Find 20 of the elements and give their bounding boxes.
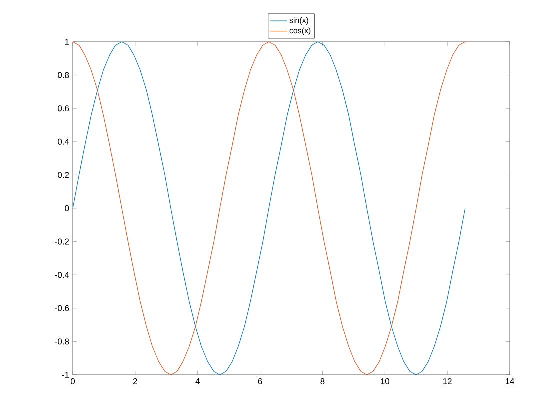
x-tick-label: 12 [444,378,452,384]
y-tick-label: 0.2 [58,172,70,178]
y-tick-label: 0.6 [58,106,70,112]
y-tick-label: 1 [65,39,70,45]
x-tick-label: 2 [133,378,138,384]
y-tick-label: -0.6 [55,305,70,312]
x-tick-label: 4 [196,378,200,384]
y-tick-label: -1 [62,372,70,378]
y-tick-label: 0.8 [58,72,70,78]
line-series [73,42,466,375]
y-tick-label: 0.4 [58,138,70,145]
y-tick-label: -0.4 [55,272,70,278]
x-tick-label: 0 [70,378,76,385]
y-tick-label: -0.2 [55,238,70,245]
x-tick-label: 14 [506,378,514,384]
x-tick-label: 8 [320,378,325,385]
x-tick-label: 10 [381,378,390,385]
x-tick-label: 6 [258,378,262,385]
y-tick-label: -0.8 [55,338,70,345]
y-tick-label: 0 [65,206,70,212]
